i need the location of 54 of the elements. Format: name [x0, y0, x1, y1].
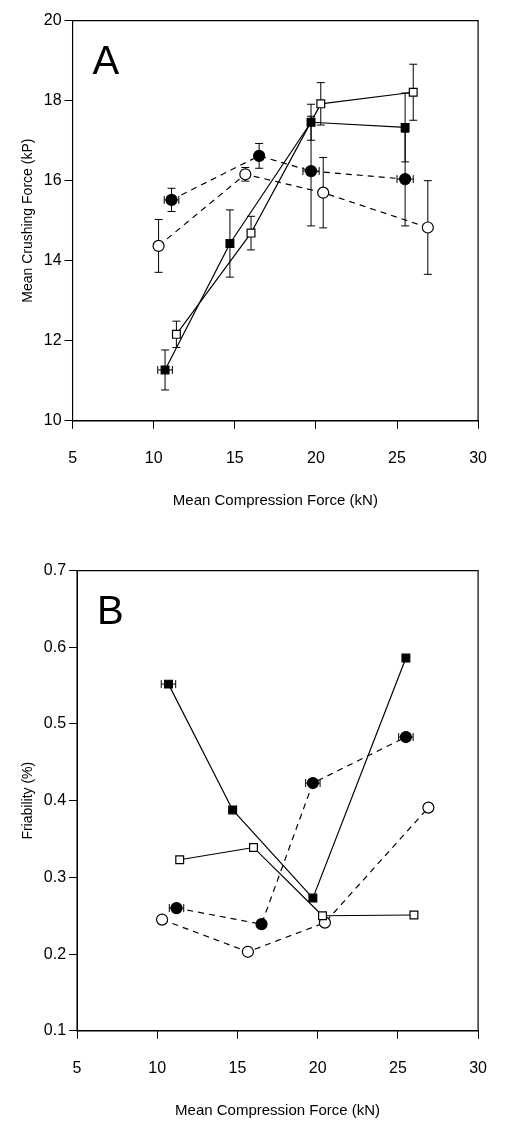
x-tick-label: 20: [308, 1058, 327, 1076]
x-tick-label: 5: [72, 1058, 82, 1076]
point: [253, 149, 266, 162]
annotation: A: [92, 37, 120, 82]
point: [318, 911, 327, 921]
y-tick-label: 0.3: [43, 867, 67, 885]
x-tick-label: 25: [388, 448, 406, 466]
point: [246, 228, 256, 238]
x-tick-label: 20: [307, 448, 325, 466]
point: [409, 910, 419, 920]
y-tick-label: 0.1: [43, 1021, 67, 1039]
x-tick-label: 10: [148, 1058, 167, 1076]
x-axis-title: Mean Compression Force (kN): [172, 491, 378, 509]
x-tick-label: 5: [68, 448, 78, 466]
annotation: B: [97, 587, 124, 632]
y-axis-title: Mean Crushing Force (kP): [19, 138, 36, 303]
y-tick-label: 12: [43, 331, 62, 349]
y-tick-label: 10: [43, 411, 62, 429]
x-axis-title: Mean Compression Force (kN): [175, 1101, 381, 1119]
y-tick-label: 0.4: [43, 791, 67, 809]
point: [408, 87, 418, 97]
point: [175, 855, 185, 865]
point: [152, 239, 165, 253]
x-tick-label: 15: [225, 448, 244, 466]
point: [401, 653, 411, 663]
x-tick-label: 30: [469, 1058, 488, 1076]
x-tick-label: 25: [388, 1058, 407, 1076]
x-tick-label: 10: [144, 448, 163, 466]
y-tick-label: 0.2: [43, 944, 67, 962]
x-tick-label: 15: [228, 1058, 247, 1076]
point: [249, 843, 258, 852]
y-tick-label: 0.7: [43, 561, 67, 579]
point: [228, 805, 238, 815]
point: [316, 99, 326, 109]
y-tick-label: 0.5: [43, 714, 67, 732]
point: [225, 239, 235, 248]
point: [421, 221, 434, 234]
x-tick-label: 30: [469, 448, 488, 466]
point: [164, 679, 173, 689]
point: [308, 893, 318, 903]
y-tick-label: 20: [43, 11, 62, 29]
y-tick-label: 14: [43, 251, 62, 269]
point: [171, 329, 181, 339]
point: [306, 117, 316, 127]
point: [155, 913, 169, 926]
y-tick-label: 16: [43, 171, 62, 189]
point: [422, 801, 435, 814]
point: [255, 918, 268, 931]
point: [400, 122, 410, 132]
y-axis-title: Friability (%): [19, 761, 36, 840]
point: [317, 186, 330, 199]
y-tick-label: 18: [43, 91, 62, 109]
y-tick-label: 0.6: [43, 637, 67, 655]
point: [241, 945, 254, 958]
